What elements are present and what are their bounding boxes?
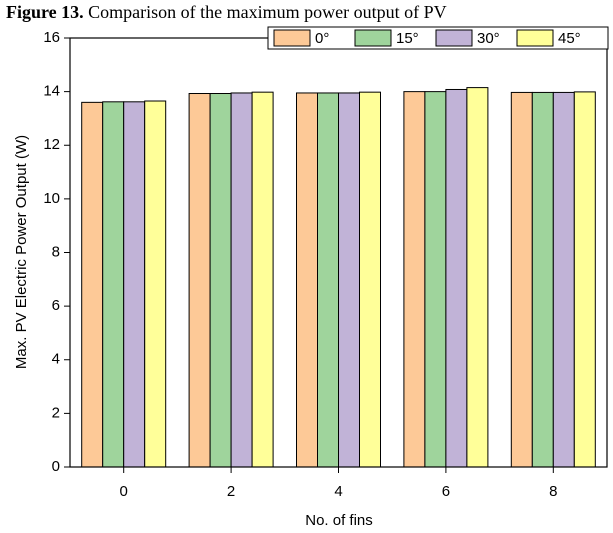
- y-tick-label: 14: [43, 83, 60, 100]
- bar: [359, 91, 381, 468]
- bar: [424, 91, 447, 468]
- y-tick-label: 0: [52, 458, 60, 475]
- y-tick-label: 16: [43, 29, 60, 46]
- bar: [81, 101, 104, 468]
- bar: [144, 100, 167, 468]
- caption-text: Comparison of the maximum power output o…: [88, 2, 446, 22]
- legend-label: 0°: [315, 30, 329, 47]
- legend-swatch: [435, 29, 473, 47]
- legend-label: 45°: [558, 30, 581, 47]
- y-tick-label: 12: [43, 136, 60, 153]
- y-tick-label: 2: [52, 404, 60, 421]
- bar: [510, 91, 533, 468]
- y-tick-label: 6: [52, 297, 60, 314]
- bar: [317, 92, 339, 468]
- x-tick-label: 2: [227, 483, 235, 500]
- bar: [188, 93, 211, 468]
- legend-swatch: [354, 29, 392, 47]
- legend-label: 30°: [477, 30, 500, 47]
- bar: [552, 91, 575, 468]
- y-tick-label: 8: [52, 243, 60, 260]
- bar: [445, 88, 468, 468]
- x-tick-label: 8: [549, 483, 557, 500]
- x-tick-label: 0: [120, 483, 128, 500]
- bar: [102, 101, 125, 468]
- bar: [209, 93, 232, 468]
- x-tick-label: 4: [334, 483, 342, 500]
- legend-swatch: [516, 29, 554, 47]
- bar: [296, 92, 318, 468]
- legend-label: 15°: [396, 30, 419, 47]
- caption: Figure 13. Comparison of the maximum pow…: [6, 2, 447, 22]
- y-tick-label: 4: [52, 351, 60, 368]
- bar: [573, 91, 596, 468]
- bar: [466, 87, 489, 468]
- bar: [230, 92, 253, 468]
- bar: [403, 91, 426, 468]
- x-tick-label: 6: [442, 483, 450, 500]
- bar: [531, 91, 554, 468]
- bar: [251, 91, 274, 468]
- y-tick-label: 10: [43, 190, 60, 207]
- legend-swatch: [273, 29, 311, 47]
- x-axis-label: No. of fins: [305, 512, 373, 529]
- caption-label: Figure 13.: [6, 2, 84, 22]
- bar: [338, 92, 360, 468]
- y-axis-label: Max. PV Electric Power Output (W): [13, 135, 30, 369]
- bar: [123, 101, 146, 468]
